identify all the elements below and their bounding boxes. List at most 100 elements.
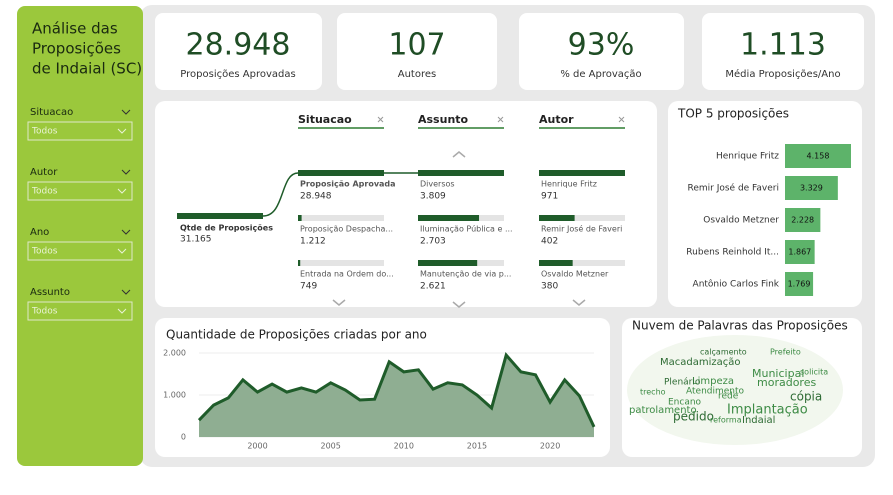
kpi-value: 107 bbox=[388, 28, 445, 63]
filter-label: Autor bbox=[30, 167, 58, 178]
y-tick-label: 0 bbox=[181, 433, 186, 442]
kpi-card bbox=[702, 13, 864, 90]
tree-value: 1.212 bbox=[300, 237, 326, 247]
cloud-word: moradores bbox=[757, 376, 816, 389]
chevron bbox=[121, 229, 131, 235]
tree-bar-bg bbox=[298, 260, 384, 266]
cloud-word: Indaial bbox=[742, 415, 775, 426]
y-tick-label: 1.000 bbox=[163, 391, 186, 400]
panel-title: TOP 5 proposições bbox=[677, 107, 789, 121]
cloud-word: reforma bbox=[710, 416, 742, 425]
cloud-word: cópia bbox=[790, 390, 822, 404]
x-tick-label: 2020 bbox=[540, 442, 560, 451]
close-icon bbox=[618, 116, 625, 123]
bar bbox=[785, 272, 814, 296]
filter-label: Assunto bbox=[30, 287, 70, 298]
tree-bar bbox=[298, 260, 301, 266]
kpi-value: 28.948 bbox=[186, 28, 291, 63]
bar-label: 1.867 bbox=[788, 248, 811, 257]
cloud-word: calçamento bbox=[700, 348, 747, 357]
kpi-value: 1.113 bbox=[740, 28, 826, 63]
tree-header: Situacao bbox=[298, 113, 352, 126]
tree-value: 3.809 bbox=[420, 192, 446, 202]
dropdown[interactable] bbox=[27, 301, 133, 321]
tree-bar bbox=[539, 170, 625, 176]
dropdown-value: Todos bbox=[31, 247, 58, 257]
tree-bar bbox=[539, 215, 575, 221]
tree-label: Henrique Fritz bbox=[541, 180, 597, 189]
tree-bar-bg bbox=[298, 215, 384, 221]
scroll-arrow bbox=[332, 151, 586, 308]
dropdown[interactable] bbox=[27, 121, 133, 141]
tree-value: 380 bbox=[541, 282, 558, 292]
cloud-word: Limpeza bbox=[692, 376, 734, 387]
x-tick-label: 2005 bbox=[320, 442, 340, 451]
bar-label: 4.158 bbox=[807, 152, 830, 161]
dropdown[interactable] bbox=[27, 181, 133, 201]
bar bbox=[785, 176, 838, 200]
kpi-value: 93% bbox=[568, 28, 635, 63]
dropdown[interactable] bbox=[27, 241, 133, 261]
cloud-word: Plenário bbox=[664, 378, 701, 388]
cloud-word: Municipal bbox=[752, 367, 804, 380]
tree-label: Entrada na Ordem do... bbox=[300, 270, 394, 279]
bar-category: Antônio Carlos Fink bbox=[693, 279, 780, 290]
tree-bar bbox=[298, 170, 384, 176]
tree-value: 749 bbox=[300, 282, 317, 292]
chevron bbox=[117, 248, 127, 254]
bar bbox=[785, 144, 851, 168]
chevron bbox=[117, 188, 127, 194]
filter-label: Situacao bbox=[30, 107, 73, 118]
sidebar bbox=[17, 6, 143, 466]
close-icon bbox=[377, 116, 384, 123]
tree-bar bbox=[418, 215, 480, 221]
cloud-word: Prefeito bbox=[770, 348, 801, 357]
tree-value: 2.621 bbox=[420, 282, 446, 292]
x-tick-label: 2000 bbox=[247, 442, 267, 451]
sidebar-title: de Indaial (SC) bbox=[32, 60, 142, 78]
bar bbox=[785, 240, 815, 264]
tree-value: 31.165 bbox=[180, 235, 212, 245]
y-tick-label: 2.000 bbox=[163, 349, 186, 358]
kpi-label: % de Aprovação bbox=[560, 69, 641, 80]
chevron bbox=[117, 308, 127, 314]
dropdown-value: Todos bbox=[31, 127, 58, 137]
cloud-word: Encano bbox=[668, 398, 702, 408]
top5-panel bbox=[668, 101, 862, 307]
tree-value: 2.703 bbox=[420, 237, 446, 247]
kpi-label: Média Proposições/Ano bbox=[725, 68, 840, 80]
kpi-card bbox=[155, 13, 322, 90]
bar-label: 1.769 bbox=[788, 280, 811, 289]
close-icon bbox=[497, 116, 504, 123]
bar-category: Henrique Fritz bbox=[716, 152, 779, 162]
tree-panel bbox=[155, 101, 657, 307]
cloud-word: pedido bbox=[673, 410, 714, 424]
sidebar-title: Proposições bbox=[32, 40, 121, 58]
tree-bar bbox=[177, 213, 263, 219]
kpi-card bbox=[337, 13, 497, 90]
bar-label: 2.228 bbox=[791, 216, 814, 225]
tree-bar-bg bbox=[539, 215, 625, 221]
cloud-word: Atendimento bbox=[686, 387, 745, 397]
x-tick-label: 2010 bbox=[394, 442, 414, 451]
chevron bbox=[121, 169, 131, 175]
tree-label: Qtde de Proposições bbox=[180, 224, 273, 233]
chevron bbox=[117, 128, 127, 134]
bar-category: Osvaldo Metzner bbox=[703, 216, 779, 226]
panel-title: Nuvem de Palavras das Proposições bbox=[632, 319, 848, 333]
cloud-word: trecho bbox=[640, 388, 666, 397]
kpi-card bbox=[519, 13, 684, 90]
dropdown-value: Todos bbox=[31, 307, 58, 317]
tree-label: Iluminação Pública e ... bbox=[420, 225, 513, 234]
area-fill bbox=[199, 355, 594, 437]
bar-category: Rubens Reinhold It... bbox=[686, 248, 779, 258]
cloud-bg bbox=[627, 335, 843, 445]
cloud-word: solicita bbox=[800, 368, 828, 377]
sidebar-title: Análise das bbox=[32, 20, 118, 38]
tree-label: Osvaldo Metzner bbox=[541, 270, 609, 279]
tree-value: 28.948 bbox=[300, 192, 332, 202]
cloud-word: Implantação bbox=[727, 403, 808, 418]
filter-label: Ano bbox=[30, 227, 49, 238]
bar-category: Remir José de Faveri bbox=[687, 183, 779, 194]
